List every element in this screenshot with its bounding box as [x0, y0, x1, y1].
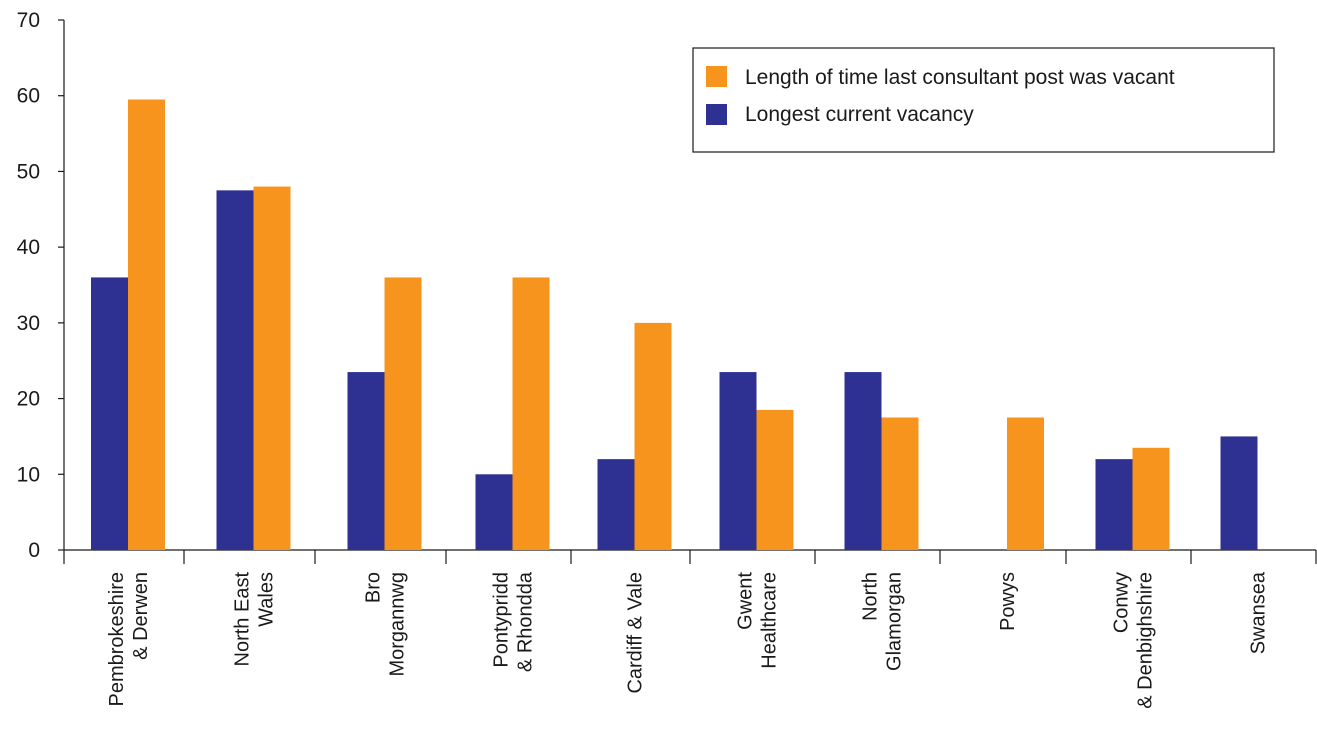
y-tick-label: 50	[17, 160, 40, 183]
x-category-label: Morgannwg	[387, 572, 409, 677]
x-category-label: Powys	[997, 572, 1019, 631]
y-tick-label: 40	[17, 236, 40, 259]
bar-last-post-vacant	[634, 322, 672, 550]
y-tick-label: 0	[28, 539, 40, 562]
bar-longest-current-vacancy	[719, 372, 757, 550]
x-category-label: North	[860, 572, 882, 621]
x-category-label: Pontypridd	[491, 572, 513, 668]
x-category-label: Healthcare	[759, 572, 781, 669]
bar-last-post-vacant	[253, 186, 291, 551]
legend-swatch-blue	[706, 104, 727, 125]
x-category-label: Glamorgan	[884, 572, 906, 671]
bar-longest-current-vacancy	[597, 459, 635, 550]
legend: Length of time last consultant post was …	[692, 47, 1275, 153]
bar-last-post-vacant	[512, 277, 550, 550]
x-category-label: Wales	[256, 572, 278, 627]
bar-longest-current-vacancy	[91, 277, 128, 550]
bar-longest-current-vacancy	[844, 372, 882, 550]
bar-last-post-vacant	[1007, 417, 1044, 550]
legend-label-longest-current-vacancy: Longest current vacancy	[745, 103, 974, 126]
bar-last-post-vacant	[881, 417, 919, 550]
y-tick-label: 60	[17, 85, 40, 108]
bar-longest-current-vacancy	[216, 190, 254, 550]
x-category-label: & Rhondda	[515, 571, 537, 672]
x-category-label: Gwent	[735, 572, 757, 630]
bar-longest-current-vacancy	[1095, 459, 1133, 550]
bar-last-post-vacant	[128, 99, 165, 550]
bars	[91, 99, 1258, 551]
bar-longest-current-vacancy	[475, 474, 513, 550]
bar-longest-current-vacancy	[347, 372, 385, 550]
x-category-label: Conwy	[1111, 572, 1133, 633]
bar-longest-current-vacancy	[1220, 436, 1258, 550]
y-tick-label: 30	[17, 312, 40, 335]
y-tick-label: 10	[17, 463, 40, 486]
legend-label-last-post-vacant: Length of time last consultant post was …	[745, 66, 1175, 89]
x-axis: Pembrokeshire & Derwen North East Wales Bro M…	[63, 549, 1317, 709]
x-category-label: Swansea	[1248, 571, 1270, 654]
legend-swatch-orange	[706, 66, 727, 87]
x-category-label: North East	[232, 572, 254, 667]
x-category-label: & Denbighshire	[1135, 572, 1157, 709]
bar-last-post-vacant	[1132, 447, 1170, 550]
y-axis: 0 10 20 30 40 50 60 70	[17, 9, 65, 562]
legend-box	[692, 47, 1275, 153]
bar-last-post-vacant	[384, 277, 422, 550]
x-category-label: Cardiff & Vale	[625, 572, 647, 694]
bar-last-post-vacant	[756, 409, 794, 550]
x-category-label: Pembrokeshire	[106, 572, 128, 707]
x-category-label: & Derwen	[130, 572, 152, 660]
x-category-label: Bro	[363, 572, 385, 603]
y-tick-label: 20	[17, 388, 40, 411]
y-tick-label: 70	[17, 9, 40, 32]
